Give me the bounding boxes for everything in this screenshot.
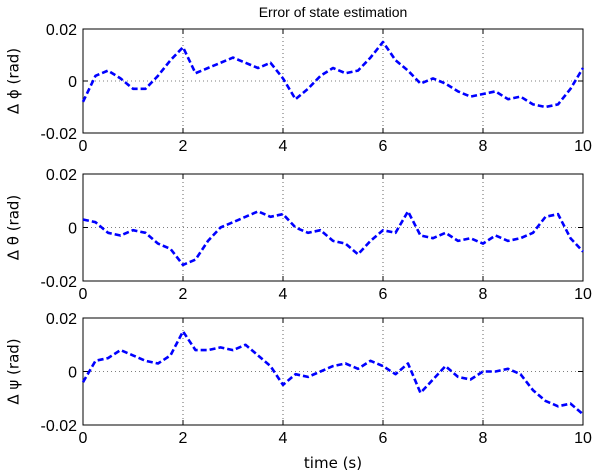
x-tick-label: 2 bbox=[179, 430, 188, 447]
x-tick-label: 8 bbox=[479, 286, 488, 303]
x-tick-label: 0 bbox=[79, 430, 88, 447]
series-line bbox=[82, 210, 584, 267]
y-tick-label: -0.02 bbox=[41, 274, 78, 291]
x-tick-label: 10 bbox=[574, 286, 592, 303]
y-tick-label: 0.02 bbox=[46, 311, 77, 328]
x-tick-label: 6 bbox=[379, 430, 388, 447]
x-tick-label: 0 bbox=[79, 286, 88, 303]
chart-title: Error of state estimation bbox=[259, 4, 408, 20]
y-tick-label: 0.02 bbox=[46, 22, 77, 39]
y-tick-label: 0 bbox=[68, 74, 77, 91]
y-tick-label: 0 bbox=[68, 221, 77, 238]
x-tick-label: 2 bbox=[179, 286, 188, 303]
series-line bbox=[81, 330, 584, 416]
x-tick-label: 4 bbox=[279, 138, 288, 155]
x-tick-label: 8 bbox=[479, 430, 488, 447]
y-tick-label: 0 bbox=[68, 365, 77, 382]
x-tick-label: 10 bbox=[574, 430, 592, 447]
y-axis-label: Δ θ (rad) bbox=[5, 195, 23, 261]
x-tick-label: 6 bbox=[379, 286, 388, 303]
y-tick-label: 0.02 bbox=[46, 167, 77, 184]
x-tick-label: 10 bbox=[574, 138, 592, 155]
x-tick-label: 6 bbox=[379, 138, 388, 155]
y-axis-label: Δ ψ (rad) bbox=[5, 338, 23, 404]
series-line bbox=[81, 40, 585, 109]
y-axis-label: Δ ϕ (rad) bbox=[5, 48, 23, 114]
x-tick-label: 0 bbox=[79, 138, 88, 155]
x-tick-label: 4 bbox=[279, 286, 288, 303]
x-axis-label: time (s) bbox=[304, 454, 362, 472]
x-tick-label: 8 bbox=[479, 138, 488, 155]
y-tick-label: -0.02 bbox=[41, 418, 78, 435]
x-tick-label: 4 bbox=[279, 430, 288, 447]
x-tick-label: 2 bbox=[179, 138, 188, 155]
y-tick-label: -0.02 bbox=[41, 126, 78, 143]
